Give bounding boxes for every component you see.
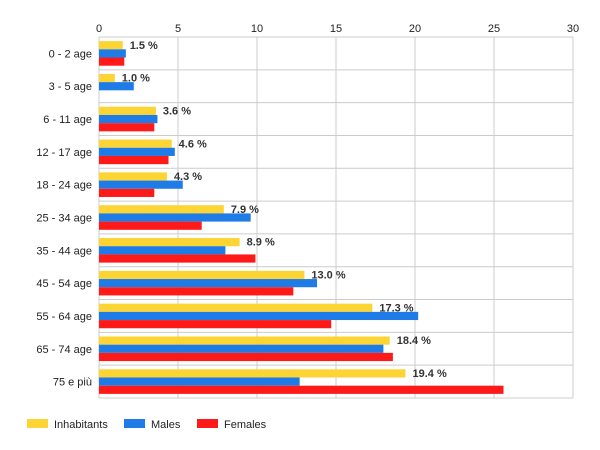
bar-inhabitants (99, 106, 156, 115)
bar-females (99, 155, 169, 165)
data-label: 1.0 % (122, 73, 150, 85)
data-label: 13.0 % (311, 270, 345, 282)
legend: Inhabitants Males Females (27, 419, 267, 431)
bar-females (99, 320, 332, 329)
bar-inhabitants (99, 369, 406, 378)
category-label: 65 - 74 age (36, 344, 92, 356)
data-label: 4.3 % (174, 171, 202, 183)
bar-inhabitants (99, 336, 390, 345)
category-label: 3 - 5 age (49, 81, 92, 93)
bar-males (99, 213, 251, 222)
legend-swatch-females (197, 419, 218, 428)
data-label: 17.3 % (379, 302, 413, 314)
data-label: 4.6 % (179, 138, 207, 150)
x-tick-label: 30 (567, 23, 579, 35)
data-label: 18.4 % (397, 335, 431, 347)
bar-females (99, 221, 202, 230)
data-label: 19.4 % (413, 368, 447, 380)
bar-females (99, 123, 155, 132)
bar-inhabitants (99, 41, 123, 50)
bar-inhabitants (99, 270, 305, 280)
bar-inhabitants (99, 73, 115, 83)
bar-females (99, 57, 125, 66)
bar-males (99, 344, 384, 353)
x-tick-label: 25 (488, 23, 500, 35)
data-label: 8.9 % (247, 237, 275, 249)
bar-females (99, 254, 256, 263)
bars (99, 41, 504, 394)
bar-males (99, 114, 158, 124)
bar-males (99, 49, 126, 58)
bar-females (99, 352, 393, 362)
category-label: 25 - 34 age (36, 213, 92, 225)
bar-males (99, 246, 226, 255)
bar-inhabitants (99, 172, 167, 181)
category-label: 45 - 54 age (36, 278, 92, 290)
legend-swatch-inhabitants (27, 419, 48, 428)
bar-males (99, 147, 175, 156)
x-axis-ticks: 0 5 10 15 20 25 30 (96, 23, 579, 35)
data-label: 1.5 % (130, 40, 158, 52)
bar-males (99, 180, 183, 189)
category-label: 6 - 11 age (43, 114, 92, 126)
category-label: 35 - 44 age (36, 245, 92, 257)
legend-label-females: Females (224, 419, 267, 431)
bar-inhabitants (99, 139, 172, 148)
bar-females (99, 287, 294, 296)
legend-label-males: Males (151, 419, 181, 431)
x-tick-label: 10 (251, 23, 263, 35)
category-label: 12 - 17 age (36, 147, 92, 159)
bar-inhabitants (99, 303, 373, 312)
bar-males (99, 377, 300, 386)
bar-males (99, 311, 419, 321)
gridlines (98, 36, 574, 399)
category-label: 18 - 24 age (36, 180, 92, 192)
data-labels: 1.5 % 1.0 % 3.6 % 4.6 % 4.3 % 7.9 % 8.9 % 13.0 … (122, 40, 447, 380)
data-label: 3.6 % (163, 105, 191, 117)
legend-swatch-males (124, 419, 145, 428)
x-tick-label: 0 (96, 23, 102, 35)
x-tick-label: 5 (175, 23, 181, 35)
bar-females (99, 385, 504, 394)
bar-inhabitants (99, 205, 224, 214)
data-label: 7.9 % (231, 204, 259, 216)
category-label: 75 e più (53, 377, 92, 389)
category-label: 55 - 64 age (36, 311, 92, 323)
category-label: 0 - 2 age (49, 48, 92, 60)
bar-males (99, 82, 134, 91)
x-tick-label: 20 (409, 23, 421, 35)
bar-males (99, 279, 318, 288)
legend-label-inhabitants: Inhabitants (54, 419, 108, 431)
bar-females (99, 188, 155, 197)
x-tick-label: 15 (330, 23, 342, 35)
y-axis-categories: 0 - 2 age 3 - 5 age 6 - 11 age 12 - 17 age 1… (36, 48, 92, 388)
bar-inhabitants (99, 238, 240, 247)
